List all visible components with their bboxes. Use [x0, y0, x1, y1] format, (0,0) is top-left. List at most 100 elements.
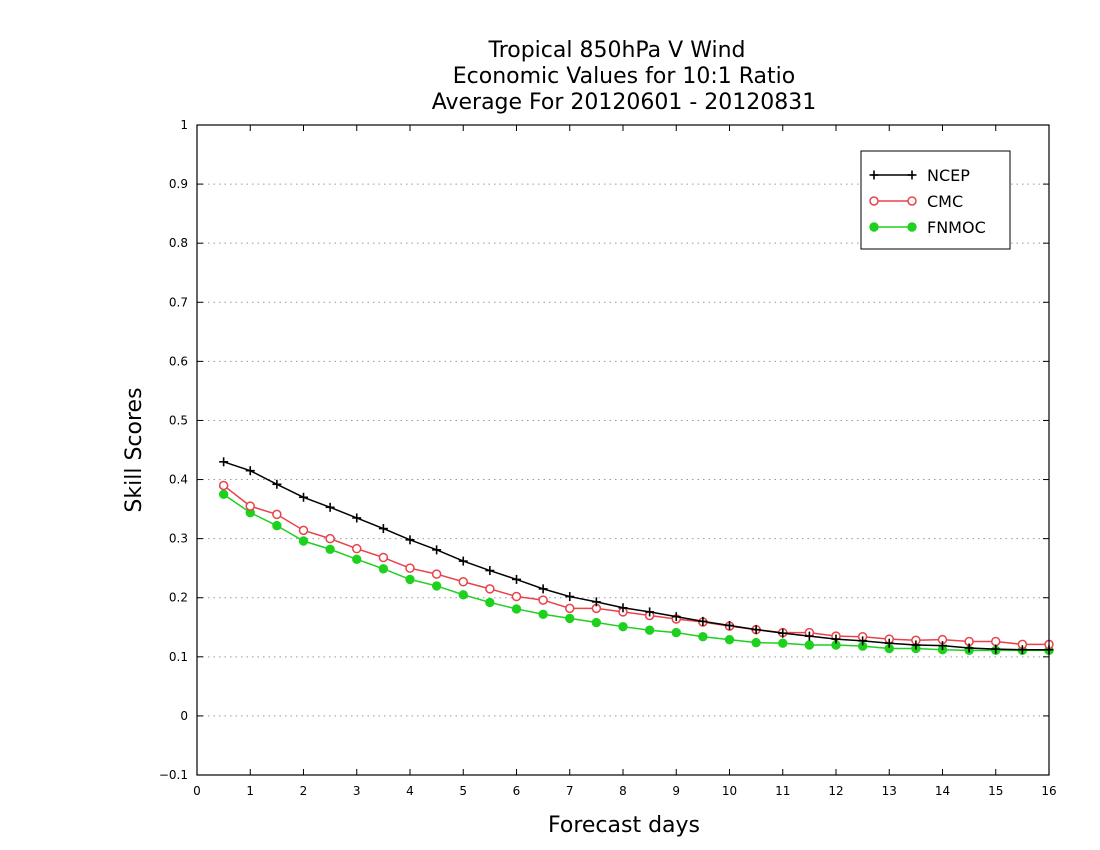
- legend-marker-fnmoc: [869, 222, 879, 232]
- x-tick-label: 4: [406, 784, 414, 798]
- x-tick-label: 12: [828, 784, 843, 798]
- x-tick-label: 6: [513, 784, 521, 798]
- x-axis-label: Forecast days: [548, 813, 700, 838]
- data-point-fnmoc: [325, 544, 335, 554]
- data-point-cmc: [245, 501, 255, 511]
- data-point-ncep: [804, 631, 814, 641]
- data-point-fnmoc: [671, 627, 681, 638]
- data-point-fnmoc: [405, 574, 415, 585]
- data-point-ncep: [485, 566, 495, 576]
- data-point-ncep: [352, 513, 362, 523]
- data-point-ncep: [751, 625, 761, 635]
- data-point-cmc: [298, 525, 309, 536]
- y-axis-label: Skill Scores: [122, 387, 147, 512]
- x-tick-label: 10: [722, 784, 737, 798]
- legend-label-fnmoc: FNMOC: [927, 218, 986, 237]
- data-point-cmc: [458, 577, 468, 587]
- data-point-fnmoc: [804, 640, 815, 650]
- data-point-ncep: [831, 634, 841, 644]
- data-point-fnmoc: [698, 632, 708, 642]
- data-point-ncep: [432, 545, 442, 555]
- data-point-ncep: [272, 479, 282, 489]
- x-tick-label: 16: [1041, 784, 1056, 798]
- data-point-cmc: [405, 563, 415, 573]
- data-point-cmc: [272, 509, 282, 520]
- data-point-fnmoc: [724, 634, 735, 645]
- data-point-cmc: [565, 603, 575, 614]
- x-tick-label: 2: [300, 784, 308, 798]
- data-point-fnmoc: [218, 489, 229, 500]
- x-tick-label: 8: [619, 784, 627, 798]
- data-point-ncep: [858, 636, 868, 646]
- y-tick-label: 0.8: [169, 236, 188, 250]
- legend: NCEP CMC FNMOC: [860, 150, 1011, 250]
- data-point-ncep: [325, 502, 335, 512]
- data-point-cmc: [431, 569, 442, 579]
- data-point-fnmoc: [485, 597, 495, 608]
- data-point-ncep: [698, 616, 708, 626]
- data-point-ncep: [378, 524, 388, 534]
- y-tick-label: 0.9: [169, 177, 188, 191]
- data-point-ncep: [671, 612, 681, 622]
- tick-labels: −0.100.10.20.30.40.50.60.70.80.910 1 2 3 4 5 6…: [159, 118, 1057, 798]
- data-point-cmc: [352, 543, 362, 554]
- y-tick-label: 0.3: [169, 532, 188, 546]
- data-point-ncep: [884, 638, 894, 648]
- data-point-ncep: [938, 641, 947, 651]
- data-point-ncep: [538, 584, 548, 594]
- data-point-ncep: [565, 592, 575, 602]
- data-point-fnmoc: [644, 625, 655, 635]
- x-tick-label: 1: [246, 784, 254, 798]
- legend-marker-ncep: [907, 170, 917, 180]
- data-point-fnmoc: [352, 554, 362, 565]
- y-tick-label: 0.1: [169, 650, 188, 664]
- data-point-cmc: [378, 552, 389, 563]
- data-point-cmc: [325, 533, 335, 544]
- y-tick-label: 0: [180, 709, 188, 723]
- legend-marker-cmc: [869, 196, 879, 206]
- legend-box: [860, 150, 1011, 250]
- chart-title-line-1: Tropical 850hPa V Wind: [487, 38, 745, 63]
- data-point-fnmoc: [431, 581, 442, 591]
- data-point-ncep: [725, 621, 734, 630]
- series-line-fnmoc: [223, 493, 1049, 652]
- y-tick-label: 0.5: [169, 413, 188, 427]
- data-point-fnmoc: [298, 536, 309, 546]
- y-tick-label: 0.4: [169, 473, 188, 487]
- data-point-fnmoc: [458, 590, 468, 600]
- grid-lines: [197, 183, 1049, 717]
- data-point-fnmoc: [565, 613, 575, 624]
- x-tick-label: 3: [353, 784, 361, 798]
- data-point-ncep: [645, 607, 655, 617]
- data-point-fnmoc: [751, 637, 761, 648]
- data-point-ncep: [991, 644, 1001, 654]
- data-point-fnmoc: [591, 617, 602, 628]
- data-point-ncep: [245, 466, 255, 476]
- x-tick-label: 5: [459, 784, 467, 798]
- x-tick-label: 14: [935, 784, 950, 798]
- data-point-cmc: [218, 480, 229, 491]
- data-point-ncep: [911, 640, 921, 650]
- data-point-fnmoc: [618, 621, 628, 632]
- data-point-ncep: [591, 597, 601, 607]
- data-series: [218, 457, 1054, 656]
- data-point-fnmoc: [778, 638, 788, 648]
- x-tick-label: 13: [882, 784, 897, 798]
- data-point-ncep: [458, 556, 468, 566]
- chart-title-line-2: Economic Values for 10:1 Ratio: [453, 64, 795, 89]
- data-point-fnmoc: [378, 564, 389, 574]
- data-point-ncep: [778, 628, 788, 638]
- legend-label-ncep: NCEP: [927, 166, 970, 185]
- y-tick-label: 1: [180, 118, 188, 132]
- data-point-ncep: [299, 492, 308, 502]
- legend-label-cmc: CMC: [927, 192, 963, 211]
- x-tick-label: 15: [988, 784, 1003, 798]
- x-tick-label: 7: [566, 784, 574, 798]
- y-tick-label: 0.7: [169, 295, 188, 309]
- y-tick-label: −0.1: [159, 768, 188, 782]
- chart-title-line-3: Average For 20120601 - 20120831: [432, 90, 817, 115]
- legend-marker-cmc: [907, 196, 917, 206]
- data-point-ncep: [964, 643, 974, 653]
- y-tick-label: 0.6: [169, 354, 188, 368]
- data-point-ncep: [618, 603, 628, 613]
